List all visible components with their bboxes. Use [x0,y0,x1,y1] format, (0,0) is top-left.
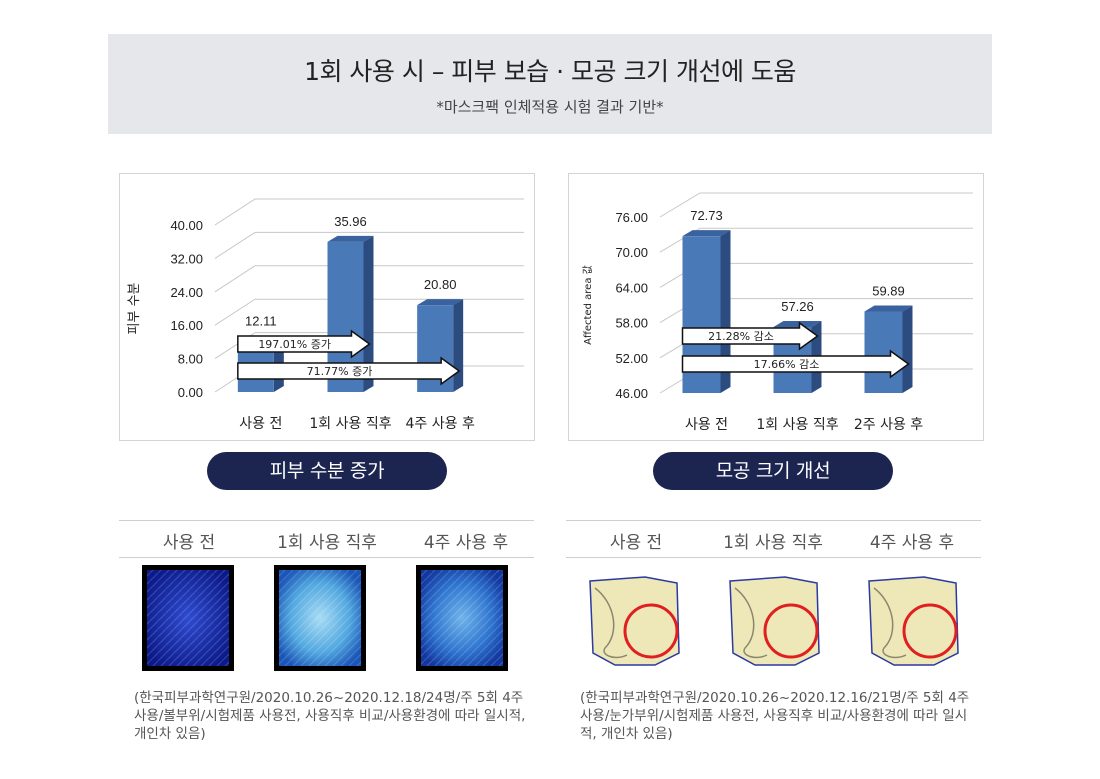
change-arrow [237,329,371,359]
bar-side [453,299,464,392]
compare-label-after-1: 1회 사용 직후 [277,533,377,553]
pore-scan-after [725,573,820,668]
bar-top [864,305,913,312]
gridline [659,192,973,218]
y-tick-label: 52.00 [615,351,648,366]
moisture-compare-header: 사용 전 1회 사용 직후 4주 사용 후 [119,520,534,558]
x-tick-label: 사용 전 [685,417,728,433]
bar-top [327,235,374,242]
pore-compare-header: 사용 전 1회 사용 직후 4주 사용 후 [566,520,981,558]
moisture-increase-badge: 피부 수분 증가 [207,452,447,490]
y-tick-label: 76.00 [615,210,648,225]
pore-scan-4weeks [864,573,959,668]
compare-label-after-1: 1회 사용 직후 [723,533,823,553]
y-tick-label: 16.00 [170,318,203,333]
y-tick-label: 64.00 [615,280,648,295]
bar-side [720,230,731,393]
y-tick-label: 70.00 [615,245,648,260]
y-tick-label: 58.00 [615,316,648,331]
gridline [214,198,524,226]
change-arrow [681,321,819,351]
moisture-chart-svg: 0.00 8.00 16.00 24.00 32.00 40.00 피부 수분 12.11 사용… [127,198,524,432]
gridline [214,231,524,259]
bar-side [363,235,374,392]
compare-label-before: 사용 전 [162,533,216,553]
x-tick-label: 1회 사용 직후 [309,416,391,432]
moisture-scan-before [142,565,234,671]
change-arrow-label: 21.28% 감소 [708,330,774,343]
change-arrow-label: 197.01% 증가 [258,338,331,351]
bar-value-label: 59.89 [872,284,905,299]
bar-top [773,320,822,327]
y-tick-label: 8.00 [178,352,203,367]
change-arrow-label: 17.66% 감소 [754,358,820,371]
y-tick-label: 32.00 [170,251,203,266]
x-tick-label: 2주 사용 후 [854,417,923,433]
page-subtitle: *마스크팩 인체적용 시험 결과 기반* [436,98,664,116]
bar-value-label: 20.80 [424,277,457,292]
y-axis-label: 피부 수분 [127,282,142,334]
bar-value-label: 72.73 [690,208,723,223]
compare-label-after-4w: 4주 사용 후 [869,533,955,553]
y-tick-label: 0.00 [178,385,203,400]
y-tick-label: 46.00 [615,386,648,401]
compare-label-before: 사용 전 [609,533,663,553]
bar-top [417,299,464,306]
x-tick-label: 1회 사용 직후 [756,417,838,433]
x-tick-label: 사용 전 [239,416,282,432]
pore-study-note: (한국피부과학연구원/2020.10.26~2020.12.16/21명/주 5… [580,690,970,742]
change-arrow [681,349,910,379]
gridline [214,265,524,293]
bar-value-label: 57.26 [781,299,814,314]
pore-chart: 46.00 52.00 58.00 64.00 70.00 76.00 Affected a… [568,173,984,441]
moisture-study-note: (한국피부과학연구원/2020.10.26~2020.12.18/24명/주 5… [134,690,526,742]
y-tick-label: 40.00 [170,218,203,233]
y-tick-label: 24.00 [170,285,203,300]
change-arrow [237,356,461,386]
pore-chart-svg: 46.00 52.00 58.00 64.00 70.00 76.00 Affected a… [582,192,973,433]
x-tick-label: 4주 사용 후 [406,416,475,432]
moisture-scan-4weeks [416,565,508,671]
bar [864,311,903,393]
pore-improve-badge: 모공 크기 개선 [653,452,893,490]
y-axis-label: Affected area 값 [582,265,594,345]
bar-value-label: 35.96 [334,214,367,229]
pore-scan-before [585,573,680,668]
title-banner: 1회 사용 시 – 피부 보습 · 모공 크기 개선에 도움 *마스크팩 인체적… [108,34,992,134]
bar-side [902,305,913,393]
moisture-chart: 0.00 8.00 16.00 24.00 32.00 40.00 피부 수분 12.11 사용… [119,173,535,441]
gridline [659,227,973,253]
moisture-scan-after [274,565,366,671]
page-title: 1회 사용 시 – 피부 보습 · 모공 크기 개선에 도움 [304,57,796,86]
compare-label-after-4w: 4주 사용 후 [423,533,509,553]
bar-top [682,230,731,237]
change-arrow-label: 71.77% 증가 [307,365,373,378]
bar-value-label: 12.11 [245,313,277,328]
